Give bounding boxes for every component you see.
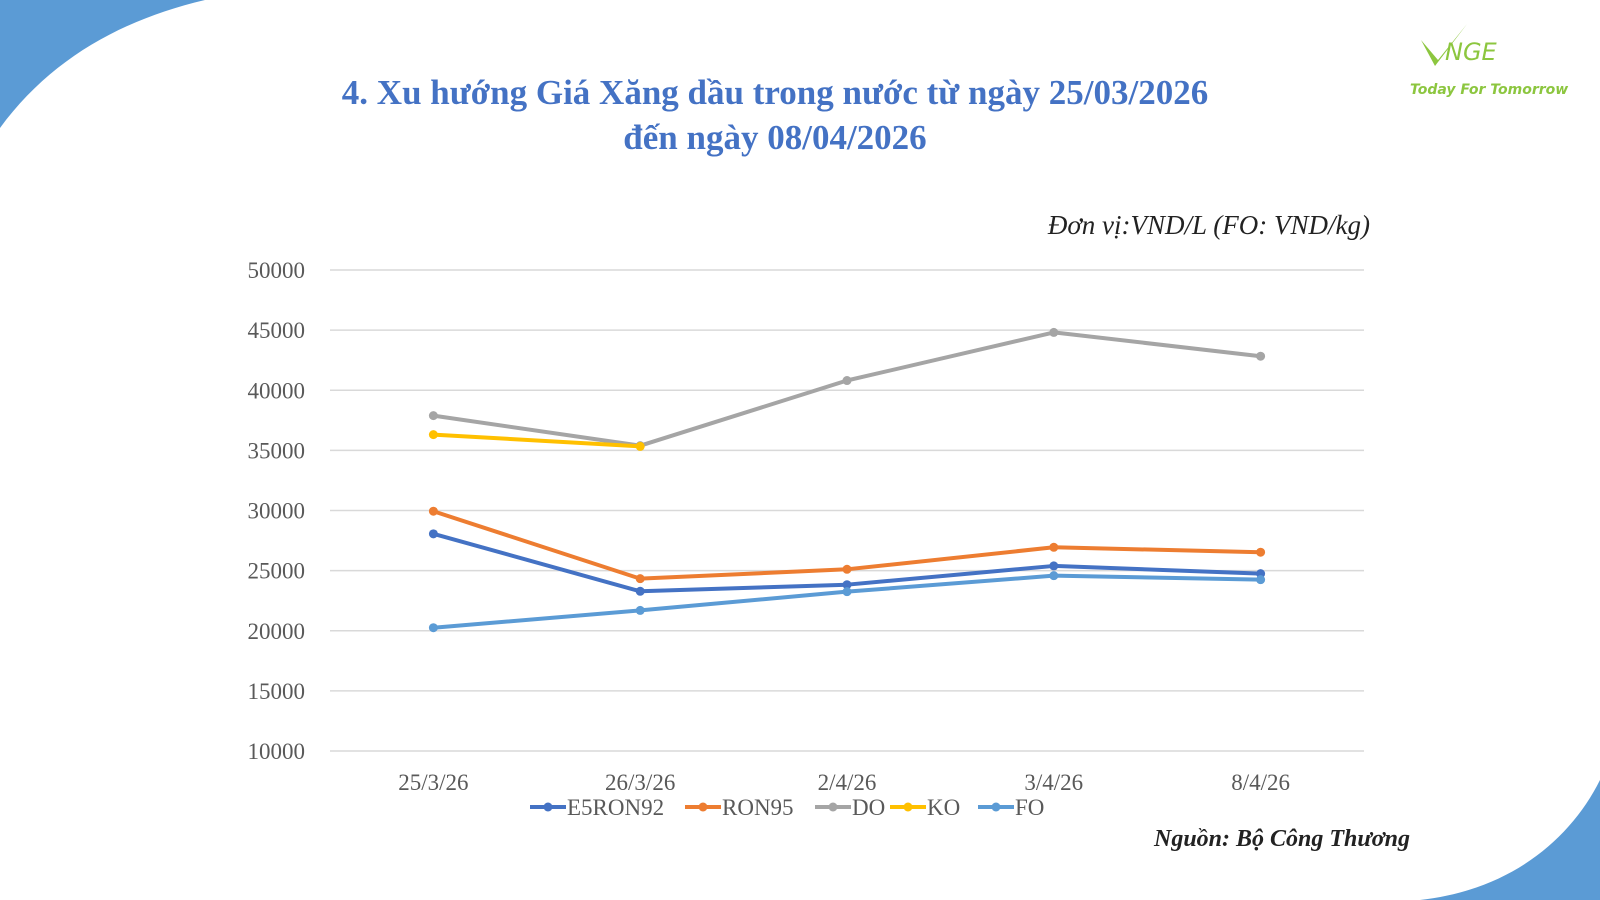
x-tick-label: 26/3/26 <box>605 770 675 795</box>
logo-name: NGE <box>1445 38 1497 66</box>
data-point-do <box>842 376 852 386</box>
legend-marker-ron95 <box>698 802 708 812</box>
legend-label: RON95 <box>722 795 794 820</box>
source-note: Nguồn: Bộ Công Thương <box>1154 826 1410 852</box>
title-line-1: 4. Xu hướng Giá Xăng dầu trong nước từ n… <box>341 73 1209 112</box>
logo-tagline: Today For Tomorrow <box>1410 82 1569 98</box>
y-tick-label: 40000 <box>248 378 306 403</box>
legend-marker-fo <box>991 802 1001 812</box>
y-tick-label: 20000 <box>248 619 306 644</box>
y-tick-label: 15000 <box>248 679 306 704</box>
corner-decoration-top-left <box>0 0 205 128</box>
legend-label: E5RON92 <box>567 795 664 820</box>
legend-marker-ko <box>903 802 913 812</box>
x-tick-label: 2/4/26 <box>818 770 877 795</box>
series-line-ko <box>433 432 641 449</box>
data-point-do <box>1256 351 1266 361</box>
data-point-fo <box>842 587 852 597</box>
data-point-fo <box>635 605 645 615</box>
legend-marker-e5ron92 <box>543 802 553 812</box>
data-point-ron95 <box>842 564 852 574</box>
data-point-ron95 <box>1049 542 1059 552</box>
y-tick-label: 35000 <box>248 438 306 463</box>
data-point-do <box>428 411 438 421</box>
data-point-ko <box>428 430 438 440</box>
corner-decoration-bottom-right <box>1420 780 1600 900</box>
title-line-2: đến ngày 08/04/2026 <box>623 118 927 157</box>
y-tick-label: 25000 <box>248 559 306 584</box>
data-point-e5ron92 <box>1049 561 1059 571</box>
x-tick-label: 3/4/26 <box>1024 770 1083 795</box>
x-tick-label: 8/4/26 <box>1231 770 1290 795</box>
data-point-fo <box>428 623 438 633</box>
data-point-ron95 <box>428 506 438 516</box>
data-point-fo <box>1256 575 1266 585</box>
data-point-e5ron92 <box>428 529 438 539</box>
legend-label: FO <box>1015 795 1044 820</box>
legend-label: DO <box>852 795 885 820</box>
data-point-ron95 <box>1256 547 1266 557</box>
data-point-fo <box>1049 571 1059 581</box>
y-tick-label: 45000 <box>248 318 306 343</box>
y-tick-label: 50000 <box>248 258 306 283</box>
y-tick-label: 10000 <box>248 739 306 764</box>
data-point-ko <box>635 441 645 451</box>
data-point-e5ron92 <box>842 580 852 590</box>
legend-label: KO <box>927 795 960 820</box>
chart-title: 4. Xu hướng Giá Xăng dầu trong nước từ n… <box>230 70 1320 160</box>
x-tick-label: 25/3/26 <box>398 770 468 795</box>
y-tick-label: 30000 <box>248 499 306 524</box>
data-point-ron95 <box>635 574 645 584</box>
series-line-do <box>433 330 1261 448</box>
unit-note: Đơn vị:VND/L (FO: VND/kg) <box>1047 210 1370 240</box>
logo-checkmark-icon <box>1421 24 1467 66</box>
legend-marker-do <box>828 802 838 812</box>
data-point-e5ron92 <box>635 586 645 596</box>
data-point-do <box>1049 327 1059 337</box>
